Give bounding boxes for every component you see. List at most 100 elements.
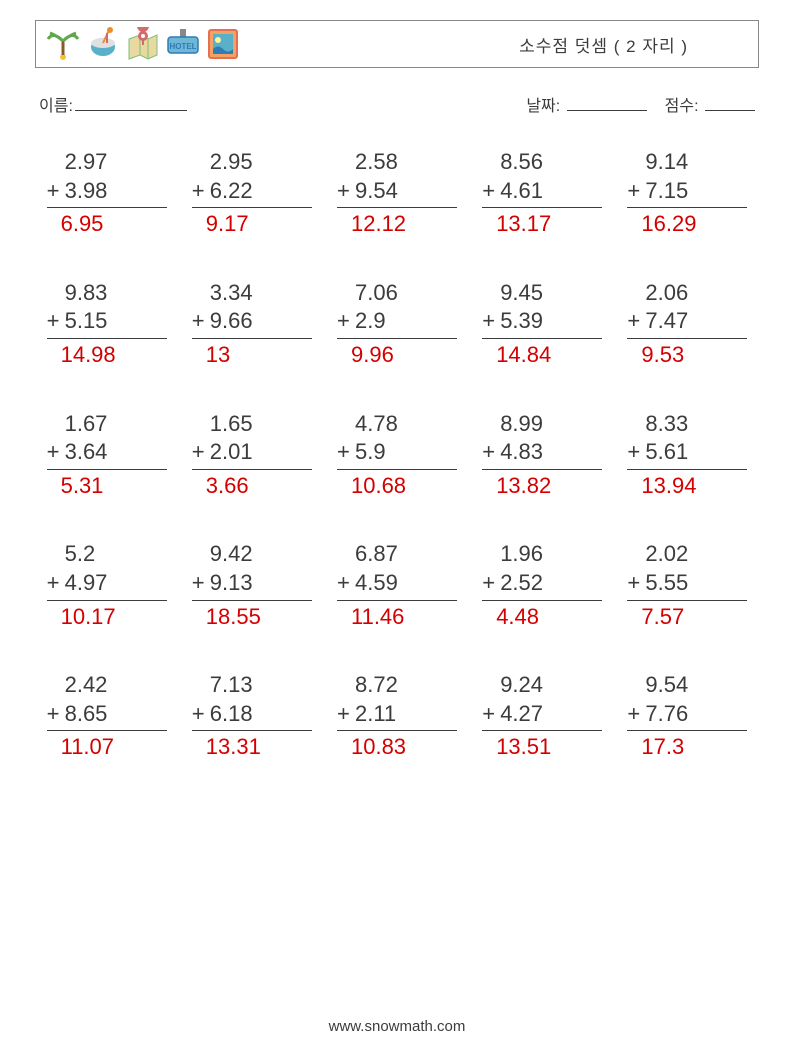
answer: 14.98	[47, 341, 167, 370]
operator-sign: +	[192, 569, 208, 598]
problem-rule	[482, 600, 602, 601]
problem-rule	[482, 730, 602, 731]
operand-line: +9.66	[192, 307, 312, 336]
problem: 6.87+4.5911.46	[337, 540, 457, 631]
operand-line: +6.22	[192, 177, 312, 206]
problem: 8.33+5.6113.94	[627, 410, 747, 501]
problem-rule	[47, 469, 167, 470]
operator-sign: +	[47, 700, 63, 729]
problem-rule	[192, 600, 312, 601]
operand-b: 9.13	[208, 569, 312, 598]
operand-line: +2.11	[337, 700, 457, 729]
problem-rule	[627, 469, 747, 470]
score-blank[interactable]	[705, 95, 755, 111]
problem-rule	[192, 338, 312, 339]
operator-sign: +	[192, 438, 208, 467]
answer: 10.17	[47, 603, 167, 632]
footer-url: www.snowmath.com	[0, 1018, 794, 1035]
problem: 2.97+3.986.95	[47, 148, 167, 239]
answer: 9.53	[627, 341, 747, 370]
problem: 1.67+3.645.31	[47, 410, 167, 501]
operand-line: +4.61	[482, 177, 602, 206]
operand-a: 9.45	[482, 279, 602, 308]
answer: 18.55	[192, 603, 312, 632]
operand-a: 8.56	[482, 148, 602, 177]
operator-sign: +	[482, 700, 498, 729]
map-pin-icon	[126, 27, 160, 61]
operand-a: 4.78	[337, 410, 457, 439]
operand-a: 2.06	[627, 279, 747, 308]
name-blank[interactable]	[75, 95, 187, 111]
problem-rule	[627, 600, 747, 601]
window-icon	[206, 27, 240, 61]
operator-sign: +	[337, 569, 353, 598]
problem: 9.42+9.1318.55	[192, 540, 312, 631]
operand-line: +5.55	[627, 569, 747, 598]
problem-rule	[47, 338, 167, 339]
problem: 7.13+6.1813.31	[192, 671, 312, 762]
operand-line: +3.98	[47, 177, 167, 206]
problem: 7.06+2.9 9.96	[337, 279, 457, 370]
problem-rule	[482, 338, 602, 339]
operand-a: 7.06	[337, 279, 457, 308]
score-label: 점수:	[665, 98, 699, 115]
operand-a: 6.87	[337, 540, 457, 569]
operand-b: 8.65	[63, 700, 167, 729]
operator-sign: +	[627, 177, 643, 206]
operand-a: 7.13	[192, 671, 312, 700]
operand-a: 8.99	[482, 410, 602, 439]
operand-a: 8.72	[337, 671, 457, 700]
operand-line: +7.47	[627, 307, 747, 336]
operator-sign: +	[627, 700, 643, 729]
operand-b: 3.98	[63, 177, 167, 206]
operand-b: 2.01	[208, 438, 312, 467]
answer: 9.96	[337, 341, 457, 370]
problem-rule	[337, 600, 457, 601]
problem-rule	[192, 207, 312, 208]
answer: 6.95	[47, 210, 167, 239]
problem-rule	[192, 730, 312, 731]
operand-b: 4.61	[498, 177, 602, 206]
problem-rule	[482, 469, 602, 470]
problem-rule	[47, 730, 167, 731]
operand-b: 5.39	[498, 307, 602, 336]
operator-sign: +	[192, 700, 208, 729]
operator-sign: +	[482, 438, 498, 467]
problem-rule	[47, 600, 167, 601]
problem: 3.34+9.6613	[192, 279, 312, 370]
problem: 8.72+2.11 10.83	[337, 671, 457, 762]
operand-a: 9.24	[482, 671, 602, 700]
problem-rule	[47, 207, 167, 208]
problem: 2.58+9.5412.12	[337, 148, 457, 239]
problems-grid: 2.97+3.986.952.95+6.229.172.58+9.5412.12…	[35, 130, 759, 762]
operand-b: 4.97	[63, 569, 167, 598]
operand-a: 2.58	[337, 148, 457, 177]
date-blank[interactable]	[567, 95, 647, 111]
worksheet-title: 소수점 덧셈 ( 2 자리 )	[519, 32, 748, 57]
operator-sign: +	[192, 307, 208, 336]
date-label: 날짜:	[526, 98, 560, 115]
operator-sign: +	[627, 438, 643, 467]
answer: 4.48	[482, 603, 602, 632]
operand-line: +4.97	[47, 569, 167, 598]
operand-b: 4.27	[498, 700, 602, 729]
operator-sign: +	[337, 177, 353, 206]
operand-b: 2.11	[353, 700, 457, 729]
operand-b: 4.83	[498, 438, 602, 467]
operand-b: 5.9	[353, 438, 457, 467]
problem: 1.65+2.013.66	[192, 410, 312, 501]
operand-line: +5.61	[627, 438, 747, 467]
answer: 10.83	[337, 733, 457, 762]
problem: 2.95+6.229.17	[192, 148, 312, 239]
operand-line: +9.54	[337, 177, 457, 206]
operator-sign: +	[627, 569, 643, 598]
operand-line: +2.9	[337, 307, 457, 336]
operand-b: 5.61	[643, 438, 747, 467]
operand-a: 3.34	[192, 279, 312, 308]
operand-a: 8.33	[627, 410, 747, 439]
problem: 9.54+7.7617.3	[627, 671, 747, 762]
palm-tree-icon	[46, 27, 80, 61]
operand-b: 7.15	[643, 177, 747, 206]
operand-line: +7.76	[627, 700, 747, 729]
operand-a: 1.65	[192, 410, 312, 439]
